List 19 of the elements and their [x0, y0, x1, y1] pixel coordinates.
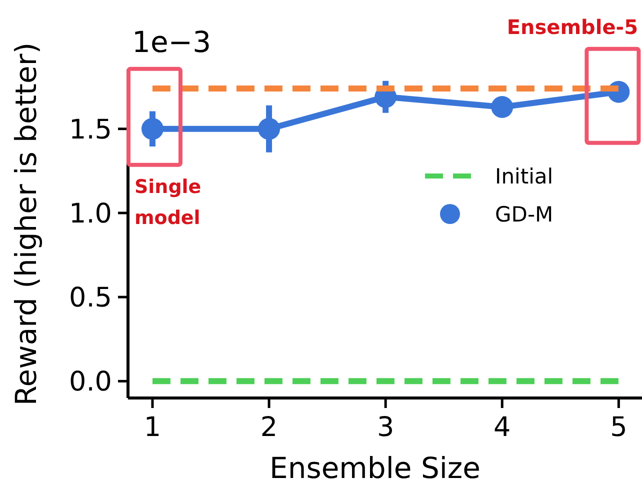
y-tick-label: 0.0: [69, 366, 112, 398]
x-tick-label: 2: [260, 412, 278, 443]
x-tick-label: 1: [144, 412, 162, 443]
y-axis-title: Reward (higher is better): [9, 42, 43, 406]
point: [491, 96, 514, 118]
legend-label: Initial: [495, 164, 554, 188]
x-tick-label: 4: [494, 412, 511, 443]
y-tick-label: 1.0: [69, 198, 112, 230]
x-tick-label: 3: [376, 412, 394, 443]
point: [258, 118, 280, 140]
legend-label: GD-M: [495, 202, 554, 226]
x-tick-label: 5: [610, 412, 628, 443]
annotation: Single model: [134, 176, 202, 229]
text: 1e−3: [132, 25, 212, 59]
x-axis-title: Ensemble Size: [270, 451, 480, 485]
y-tick-label: 0.5: [69, 282, 112, 314]
point: [141, 118, 164, 140]
y-tick-label: 1.5: [69, 114, 112, 146]
text: Ensemble-5: [506, 14, 638, 39]
